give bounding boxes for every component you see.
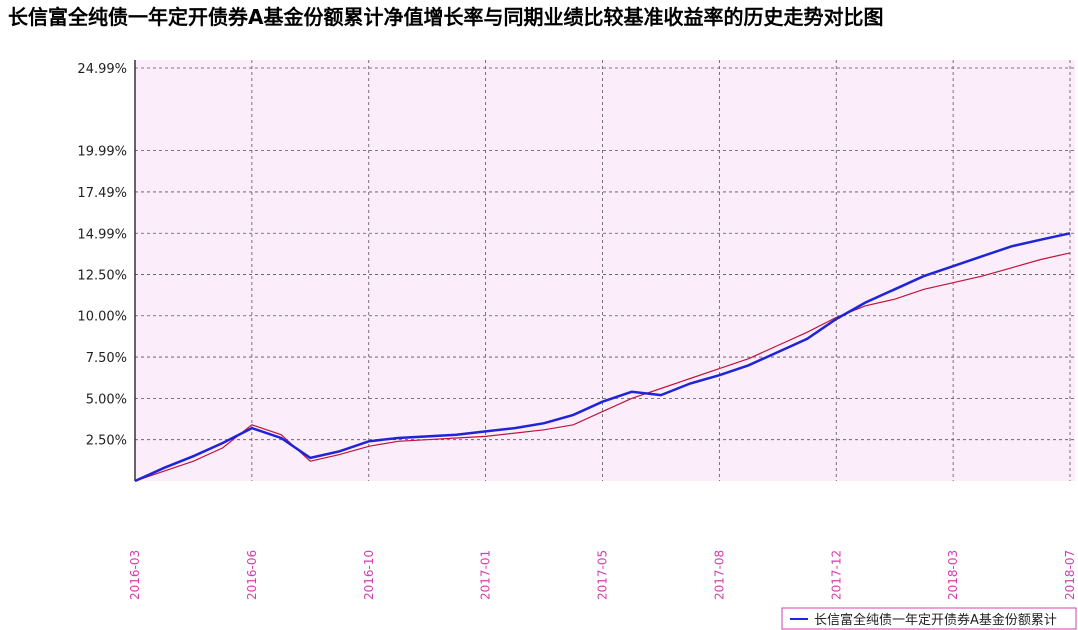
y-tick-label: 14.99% xyxy=(77,227,127,242)
x-tick-label: 2017-01 xyxy=(479,550,493,600)
y-tick-label: 10.00% xyxy=(77,310,127,325)
y-tick-label: 12.50% xyxy=(77,268,127,283)
y-tick-label: 2.50% xyxy=(86,434,127,449)
x-tick-label: 2018-07 xyxy=(1063,550,1077,600)
y-tick-label: 7.50% xyxy=(86,351,127,366)
x-tick-label: 2017-05 xyxy=(596,550,610,600)
x-tick-label: 2017-08 xyxy=(712,550,726,600)
y-tick-label: 19.99% xyxy=(77,145,127,160)
x-tick-label: 2016-10 xyxy=(362,550,376,600)
x-tick-label: 2017-12 xyxy=(829,550,843,600)
plot-background xyxy=(135,60,1075,481)
y-tick-label: 24.99% xyxy=(77,62,127,77)
chart: 2.50% 5.00% 7.50% 10.00% 12.50% 14.99% 17.49% 1… xyxy=(0,0,1078,630)
y-tick-label: 17.49% xyxy=(77,186,127,201)
x-tick-label: 2018-03 xyxy=(946,550,960,600)
page: 长信富全纯债一年定开债券A基金份额累计净值增长率与同期业绩比较基准收益率的历史走… xyxy=(0,0,1078,630)
x-tick-label: 2016-06 xyxy=(245,550,259,600)
legend-label: 长信富全纯债一年定开债券A基金份额累计 xyxy=(814,612,1057,628)
x-tick-label: 2016-03 xyxy=(128,550,142,600)
y-tick-label: 5.00% xyxy=(86,392,127,407)
